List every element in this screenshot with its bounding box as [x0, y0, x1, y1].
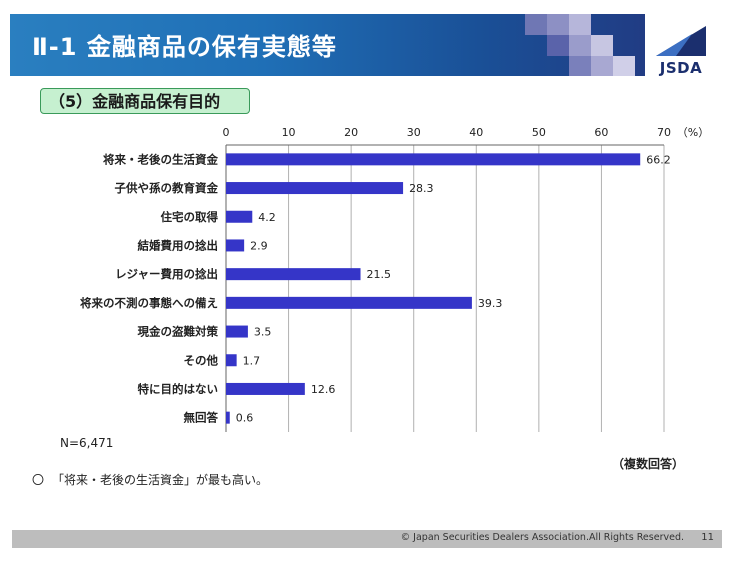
footer-bar: © Japan Securities Dealers Association.A… — [12, 530, 722, 548]
category-label: 現金の盗難対策 — [138, 325, 219, 339]
x-tick-label: 70 — [657, 126, 671, 139]
category-label: 将来・老後の生活資金 — [103, 152, 218, 166]
decor-square — [591, 35, 613, 56]
decor-square — [569, 35, 591, 56]
x-tick-label: 50 — [532, 126, 546, 139]
value-label: 4.2 — [258, 211, 276, 224]
value-label: 1.7 — [243, 354, 261, 367]
copyright-text: © Japan Securities Dealers Association.A… — [400, 532, 684, 543]
category-label: 子供や孫の教育資金 — [115, 181, 219, 195]
bar — [226, 239, 245, 252]
value-label: 3.5 — [254, 326, 272, 339]
x-tick-label: 40 — [469, 126, 483, 139]
bar — [226, 382, 305, 395]
multiple-answer-note: （複数回答） — [612, 457, 685, 471]
x-tick-label: 10 — [282, 126, 296, 139]
decor-square — [569, 14, 591, 35]
decor-square — [613, 56, 635, 76]
category-label: 将来の不測の事態への備え — [80, 296, 218, 310]
value-label: 0.6 — [236, 412, 254, 425]
bar — [226, 182, 404, 195]
category-label: 無回答 — [184, 411, 219, 425]
page-number: 11 — [701, 532, 714, 543]
bar — [226, 296, 472, 309]
sample-size-note: N=6,471 — [60, 436, 114, 450]
page-title: Ⅱ-1 金融商品の保有実態等 — [32, 33, 337, 61]
logo-text: JSDA — [659, 59, 703, 77]
bar — [226, 325, 248, 338]
jsda-logo-mark-icon — [656, 26, 706, 56]
bar — [226, 210, 253, 223]
bar-chart: 0 10 20 30 40 50 60 70 （%） 将来・老後の生活資金 66.2 子供や孫の教育… — [80, 126, 709, 432]
value-label: 12.6 — [311, 383, 336, 396]
value-label: 28.3 — [409, 182, 434, 195]
category-label: 住宅の取得 — [161, 210, 219, 224]
value-label: 66.2 — [646, 153, 671, 166]
value-label: 39.3 — [478, 297, 503, 310]
category-label: 特に目的はない — [138, 382, 219, 396]
decor-square — [591, 56, 613, 76]
decor-square — [547, 14, 569, 35]
decor-square — [569, 56, 591, 76]
decor-square — [547, 35, 569, 56]
bar — [226, 268, 361, 281]
bar — [226, 153, 641, 166]
bar — [226, 354, 237, 367]
x-tick-label: 0 — [223, 126, 230, 139]
circle-bullet-icon: 〇 — [32, 473, 45, 487]
section-subtitle: （5）金融商品保有目的 — [40, 88, 250, 114]
x-tick-label: 30 — [407, 126, 421, 139]
x-tick-label: 20 — [344, 126, 358, 139]
header-bar: Ⅱ-1 金融商品の保有実態等 — [10, 14, 645, 76]
summary-note: 〇「将来・老後の生活資金」が最も高い。 — [32, 471, 268, 488]
x-tick-label: 60 — [594, 126, 608, 139]
value-label: 2.9 — [250, 239, 268, 252]
decor-square — [525, 14, 547, 35]
unit-label: （%） — [677, 126, 709, 139]
category-label: レジャー費用の捻出 — [115, 267, 218, 281]
jsda-logo: JSDA — [652, 22, 710, 78]
summary-text: 「将来・老後の生活資金」が最も高い。 — [52, 473, 269, 487]
value-label: 21.5 — [367, 268, 392, 281]
category-label: その他 — [184, 353, 219, 367]
bar — [226, 411, 230, 424]
category-label: 結婚費用の捻出 — [138, 238, 219, 252]
